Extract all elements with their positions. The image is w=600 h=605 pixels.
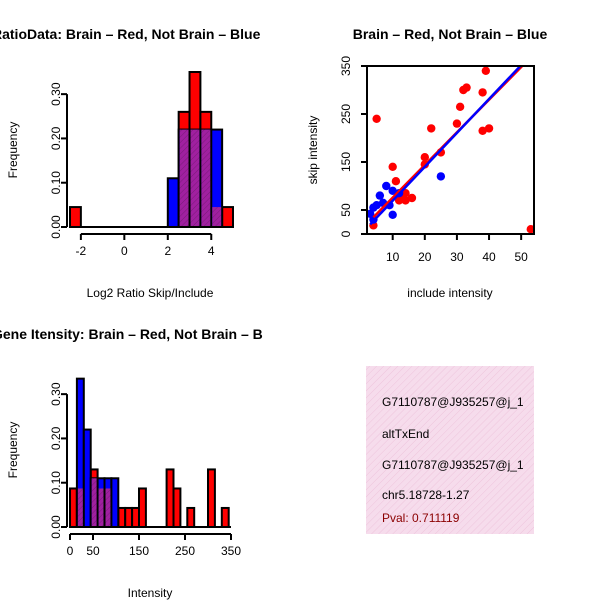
intensity-histogram-red-bar xyxy=(207,468,216,528)
intensity-histogram-red-bar xyxy=(186,506,196,529)
ratio-histogram: 0.00 0.10 0.20 0.30 -2 0 2 4 xyxy=(49,71,234,258)
scatter-point-red xyxy=(462,83,471,92)
scatter-point-red xyxy=(526,225,534,234)
ratio-histogram-blue-bar xyxy=(166,177,180,229)
scatter-point-red xyxy=(372,114,381,124)
ratio-histogram-blue-bar xyxy=(210,128,224,228)
scatter-point-red xyxy=(455,102,465,112)
ratio-histogram-x-tick-label: 4 xyxy=(208,244,215,258)
scatter-y-tick-label: 350 xyxy=(339,56,353,76)
scatter-plot-area xyxy=(367,66,534,234)
scatter-point-red xyxy=(407,193,417,203)
intensity-histogram-overlap-bar xyxy=(91,478,97,526)
ratio-histogram-y-tick-label: 0.30 xyxy=(49,82,63,106)
scatter-y-tick-label: 0 xyxy=(339,230,353,237)
intensity-histogram-x-tick-label: 350 xyxy=(221,544,241,558)
ratio-histogram-y-tick-label: 0.00 xyxy=(49,215,63,239)
intensity-histogram-blue-bar xyxy=(82,428,92,529)
intensity-histogram-red-bar xyxy=(117,506,127,529)
intensity-histogram-title: Gene Itensity: Brain – Red, Not Brain – … xyxy=(0,326,263,342)
scatter-point-blue xyxy=(382,181,391,191)
intensity-histogram-x-tick-label: 0 xyxy=(67,544,74,558)
scatter-point-red xyxy=(401,196,410,205)
intensity-histogram-x-tick-label: 50 xyxy=(86,544,100,558)
intensity-histogram-red-bar xyxy=(172,487,182,529)
intensity-histogram-red-bar xyxy=(69,487,78,529)
intensity-histogram-red-bar xyxy=(138,487,147,529)
intensity-histogram-blue-bar xyxy=(110,477,120,528)
scatter-frame xyxy=(366,65,535,235)
ratio-histogram-overlap-bar xyxy=(201,129,211,226)
scatter-x-tick-label: 10 xyxy=(386,250,400,264)
scatter-point-red xyxy=(452,119,462,128)
scatter-point-red xyxy=(420,153,430,162)
ratio-histogram-overlap-bar xyxy=(179,129,189,226)
ratio-histogram-y-tick-label: 0.10 xyxy=(49,171,63,195)
scatter-point-blue xyxy=(372,201,381,210)
intensity-histogram-red-bar xyxy=(165,468,175,528)
ratio-histogram-title: RatioData: Brain – Red, Not Brain – Blue xyxy=(0,26,261,42)
ratio-histogram-y-tick-label: 0.20 xyxy=(49,126,63,150)
scatter-xlabel: include intensity xyxy=(407,286,492,300)
intensity-histogram-overlap-bar xyxy=(98,488,104,526)
ratio-histogram-x-tick-label: 0 xyxy=(121,244,128,258)
scatter-point-blue xyxy=(388,210,397,219)
ratio-histogram-x-tick-label: 2 xyxy=(164,244,171,258)
ratio-histogram-ylabel: Frequency xyxy=(6,122,20,179)
scatter-y-tick-label: 250 xyxy=(339,104,353,124)
scatter-point-red xyxy=(478,126,487,135)
intensity-histogram-y-tick-label: 0.20 xyxy=(49,426,63,450)
scatter-x-tick-label: 50 xyxy=(514,250,528,264)
intensity-histogram-ylabel: Frequency xyxy=(6,422,20,479)
intensity-histogram-red-bar xyxy=(220,506,230,529)
ratio-histogram-xlabel: Log2 Ratio Skip/Include xyxy=(87,286,214,300)
intensity-histogram-overlap-bar xyxy=(77,488,83,526)
ratio-histogram-red-bar xyxy=(69,206,82,228)
scatter-y-tick-label: 50 xyxy=(339,203,353,217)
intensity-histogram-red-bar xyxy=(131,506,141,529)
ratio-histogram-overlap-bar xyxy=(212,207,222,226)
intensity-histogram-overlap-bar xyxy=(105,488,111,526)
intensity-histogram-y-tick-label: 0.30 xyxy=(49,382,63,406)
scatter-x-tick-label: 20 xyxy=(418,250,432,264)
intensity-histogram-y-tick-label: 0.10 xyxy=(49,471,63,495)
scatter-point-red xyxy=(484,124,494,133)
intensity-histogram-xlabel: Intensity xyxy=(128,586,173,600)
ratio-histogram-red-bar xyxy=(221,206,234,228)
intensity-histogram-x-tick-label: 150 xyxy=(129,544,149,558)
ratio-histogram-overlap-bar xyxy=(190,129,200,226)
scatter-point-red xyxy=(427,124,436,133)
info-panel-event-type: altTxEnd xyxy=(382,427,430,441)
scatter-fit-line-blue xyxy=(369,66,523,226)
intensity-histogram: 0.00 0.10 0.20 0.30 0 50 150 250 350 xyxy=(49,377,241,558)
scatter-x-tick-label: 30 xyxy=(450,250,464,264)
scatter-point-red xyxy=(388,162,397,171)
intensity-scatter: 10 20 30 40 50 0 50 150 250 350 xyxy=(339,56,535,264)
info-panel-location: chr5.18728-1.27 xyxy=(382,488,470,502)
scatter-point-red xyxy=(478,88,487,97)
info-panel-background xyxy=(366,366,534,534)
intensity-histogram-y-tick-label: 0.00 xyxy=(49,515,63,539)
scatter-point-blue xyxy=(436,172,446,181)
scatter-x-tick-label: 40 xyxy=(482,250,496,264)
scatter-point-red xyxy=(481,66,491,76)
scatter-point-red xyxy=(391,177,401,186)
scatter-y-tick-label: 150 xyxy=(339,152,353,172)
scatter-point-blue xyxy=(375,191,385,200)
intensity-histogram-red-bar xyxy=(124,506,134,529)
info-panel-id-1: G7110787@J935257@j_1 xyxy=(382,395,524,409)
info-panel: G7110787@J935257@j_1 altTxEnd G7110787@J… xyxy=(366,366,534,534)
intensity-histogram-x-tick-label: 250 xyxy=(175,544,195,558)
scatter-ylabel: skip intensity xyxy=(306,116,320,185)
scatter-point-blue xyxy=(388,186,397,195)
info-panel-pval: Pval: 0.711119 xyxy=(382,511,460,525)
info-panel-id-2: G7110787@J935257@j_1 xyxy=(382,458,524,472)
ratio-histogram-x-tick-label: -2 xyxy=(76,244,87,258)
scatter-title: Brain – Red, Not Brain – Blue xyxy=(353,26,548,42)
